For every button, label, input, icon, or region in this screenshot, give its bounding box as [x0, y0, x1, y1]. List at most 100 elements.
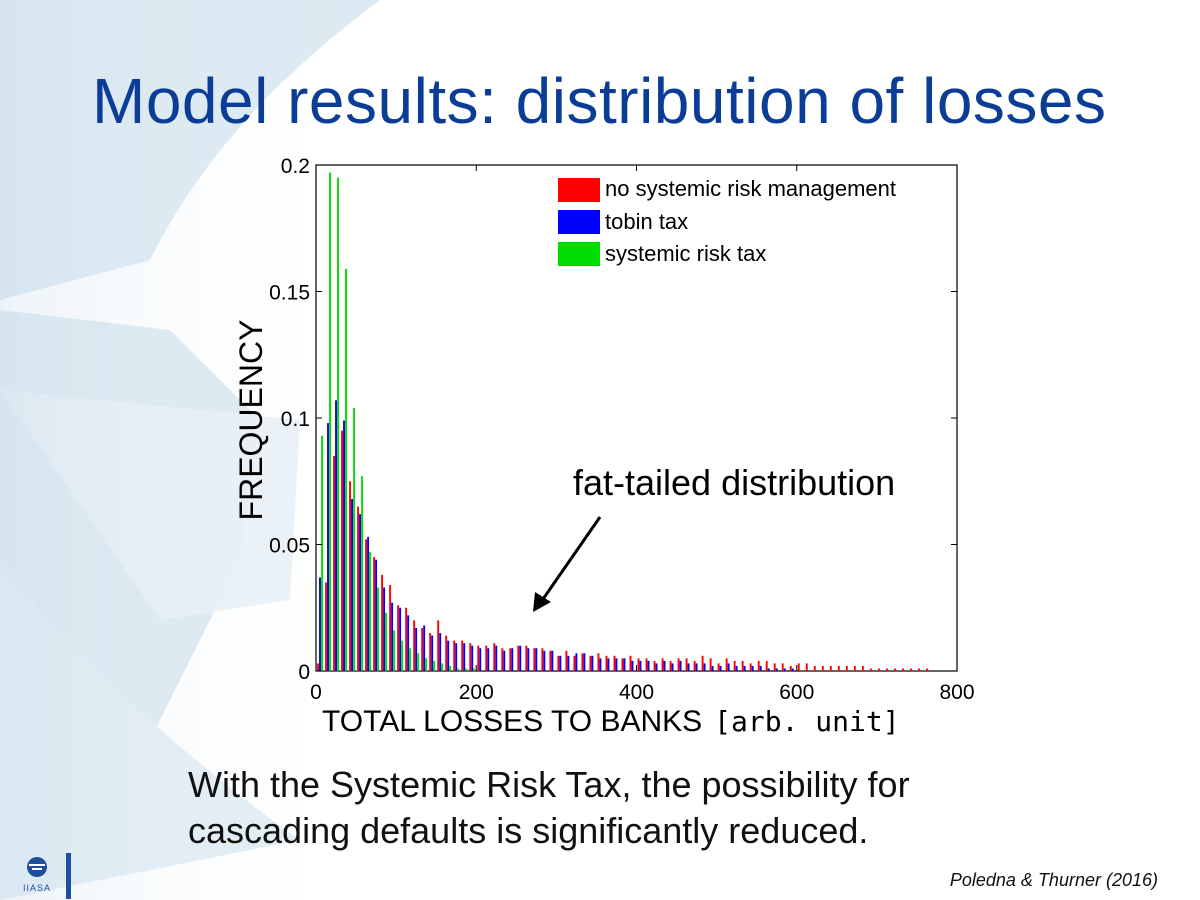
bar-no-systemic-risk-management-280 [541, 648, 544, 671]
bar-tobin-tax-80 [383, 587, 386, 671]
y-tick-label-0: 0 [298, 661, 310, 684]
bar-tobin-tax-40 [351, 498, 354, 671]
bar-no-systemic-risk-management-460 [685, 658, 688, 671]
bar-no-systemic-risk-management-410 [645, 658, 648, 671]
slide-title: Model results: distribution of losses [92, 65, 1107, 137]
bar-no-systemic-risk-management-370 [613, 655, 616, 671]
bar-tobin-tax-390 [631, 660, 634, 671]
bar-no-systemic-risk-management-160 [445, 635, 448, 671]
bar-tobin-tax-290 [551, 650, 554, 671]
bar-tobin-tax-350 [599, 658, 602, 671]
caption-line-1: With the Systemic Risk Tax, the possibil… [188, 764, 910, 805]
bar-systemic-risk-tax-80 [385, 612, 388, 671]
bar-tobin-tax-530 [743, 665, 746, 671]
iiasa-logo-text: IIASA [23, 883, 51, 893]
caption-line-2: cascading defaults is significantly redu… [188, 810, 869, 851]
loss-distribution-chart: 0 200 400 600 800 0 0.05 0.1 0.15 0.2 FREQUENCY T… [233, 155, 975, 738]
bar-no-systemic-risk-management-60 [365, 539, 368, 671]
bar-tobin-tax-130 [423, 625, 426, 671]
bar-no-systemic-risk-management-330 [581, 653, 584, 671]
bar-tobin-tax-110 [407, 615, 410, 671]
bar-no-systemic-risk-management-610 [805, 663, 808, 671]
bar-tobin-tax-320 [575, 653, 578, 671]
bar-no-systemic-risk-management-640 [829, 665, 832, 671]
bar-no-systemic-risk-management-580 [781, 663, 784, 671]
bar-tobin-tax-420 [655, 663, 658, 671]
bar-tobin-tax-230 [503, 650, 506, 671]
bar-no-systemic-risk-management-380 [621, 658, 624, 671]
bar-systemic-risk-tax-160 [449, 665, 452, 671]
bar-no-systemic-risk-management-620 [813, 665, 816, 671]
bar-tobin-tax-550 [759, 665, 762, 671]
iiasa-logo: IIASA [23, 853, 71, 899]
bar-systemic-risk-tax-180 [465, 668, 468, 671]
x-tick-label-3: 600 [779, 681, 814, 704]
bar-tobin-tax-20 [335, 400, 337, 671]
bar-no-systemic-risk-management-710 [885, 668, 888, 671]
bar-tobin-tax-120 [415, 627, 418, 671]
bar-systemic-risk-tax-190 [473, 668, 476, 671]
bar-no-systemic-risk-management-690 [869, 668, 872, 671]
bar-tobin-tax-560 [767, 668, 770, 671]
bar-systemic-risk-tax-0 [321, 435, 323, 671]
bar-no-systemic-risk-management-590 [789, 665, 792, 671]
bar-no-systemic-risk-management-100 [397, 605, 400, 671]
bar-no-systemic-risk-management-760 [926, 668, 928, 671]
bar-no-systemic-risk-management-490 [709, 658, 712, 671]
bar-no-systemic-risk-management-510 [725, 658, 728, 671]
bar-tobin-tax-590 [791, 668, 794, 671]
bar-no-systemic-risk-management-750 [917, 668, 920, 671]
bar-tobin-tax-480 [703, 663, 706, 671]
bar-no-systemic-risk-management-350 [597, 653, 600, 671]
bar-tobin-tax-180 [463, 643, 466, 671]
bar-no-systemic-risk-management-90 [389, 584, 392, 671]
bar-no-systemic-risk-management-130 [421, 627, 424, 671]
bar-tobin-tax-300 [559, 655, 562, 671]
bar-tobin-tax-580 [783, 668, 786, 671]
bar-tobin-tax-150 [439, 633, 442, 671]
bar-tobin-tax-30 [343, 420, 345, 671]
y-axis-label: FREQUENCY [233, 320, 269, 521]
bar-tobin-tax-330 [583, 653, 586, 671]
y-tick-label-3: 0.15 [269, 282, 310, 305]
bar-tobin-tax-540 [751, 665, 754, 671]
bar-systemic-risk-tax-150 [441, 663, 444, 671]
bar-systemic-risk-tax-100 [401, 640, 404, 671]
bar-tobin-tax-10 [327, 423, 329, 671]
legend-swatch-systemic-risk-tax [558, 242, 600, 266]
bar-systemic-risk-tax-50 [361, 476, 364, 671]
bar-no-systemic-risk-management-480 [701, 655, 704, 671]
bar-systemic-risk-tax-30 [345, 268, 347, 671]
bar-systemic-risk-tax-110 [409, 648, 412, 671]
bar-tobin-tax-60 [367, 536, 370, 671]
bar-no-systemic-risk-management-310 [565, 650, 568, 671]
bar-no-systemic-risk-management-30 [341, 430, 343, 671]
bar-no-systemic-risk-management-420 [653, 660, 656, 671]
bar-no-systemic-risk-management-570 [773, 663, 776, 671]
bar-no-systemic-risk-management-20 [333, 455, 335, 671]
legend-label-tobin-tax: tobin tax [605, 209, 688, 234]
bar-no-systemic-risk-management-40 [349, 481, 352, 671]
y-tick-label-2: 0.1 [281, 408, 310, 431]
bar-no-systemic-risk-management-0 [317, 663, 319, 671]
bar-no-systemic-risk-management-210 [485, 645, 488, 671]
bar-no-systemic-risk-management-80 [381, 574, 384, 671]
bar-no-systemic-risk-management-440 [669, 660, 672, 671]
bar-tobin-tax-200 [479, 648, 482, 671]
bar-no-systemic-risk-management-390 [629, 655, 632, 671]
annotation-text: fat-tailed distribution [573, 462, 895, 503]
bar-tobin-tax-190 [471, 645, 474, 671]
bar-no-systemic-risk-management-530 [741, 660, 744, 671]
bar-tobin-tax-410 [647, 660, 650, 671]
bar-tobin-tax-210 [487, 648, 490, 671]
bar-tobin-tax-450 [679, 660, 682, 671]
bar-no-systemic-risk-management-430 [661, 658, 664, 671]
bar-no-systemic-risk-management-670 [853, 665, 856, 671]
bar-systemic-risk-tax-10 [329, 172, 331, 671]
bar-tobin-tax-250 [519, 645, 522, 671]
ticks-group: 0 200 400 600 800 0 0.05 0.1 0.15 0.2 [269, 155, 974, 704]
legend-label-no-management: no systemic risk management [605, 176, 896, 201]
bar-no-systemic-risk-management-120 [413, 620, 416, 671]
bar-tobin-tax-140 [431, 635, 434, 671]
y-tick-label-1: 0.05 [269, 535, 310, 558]
